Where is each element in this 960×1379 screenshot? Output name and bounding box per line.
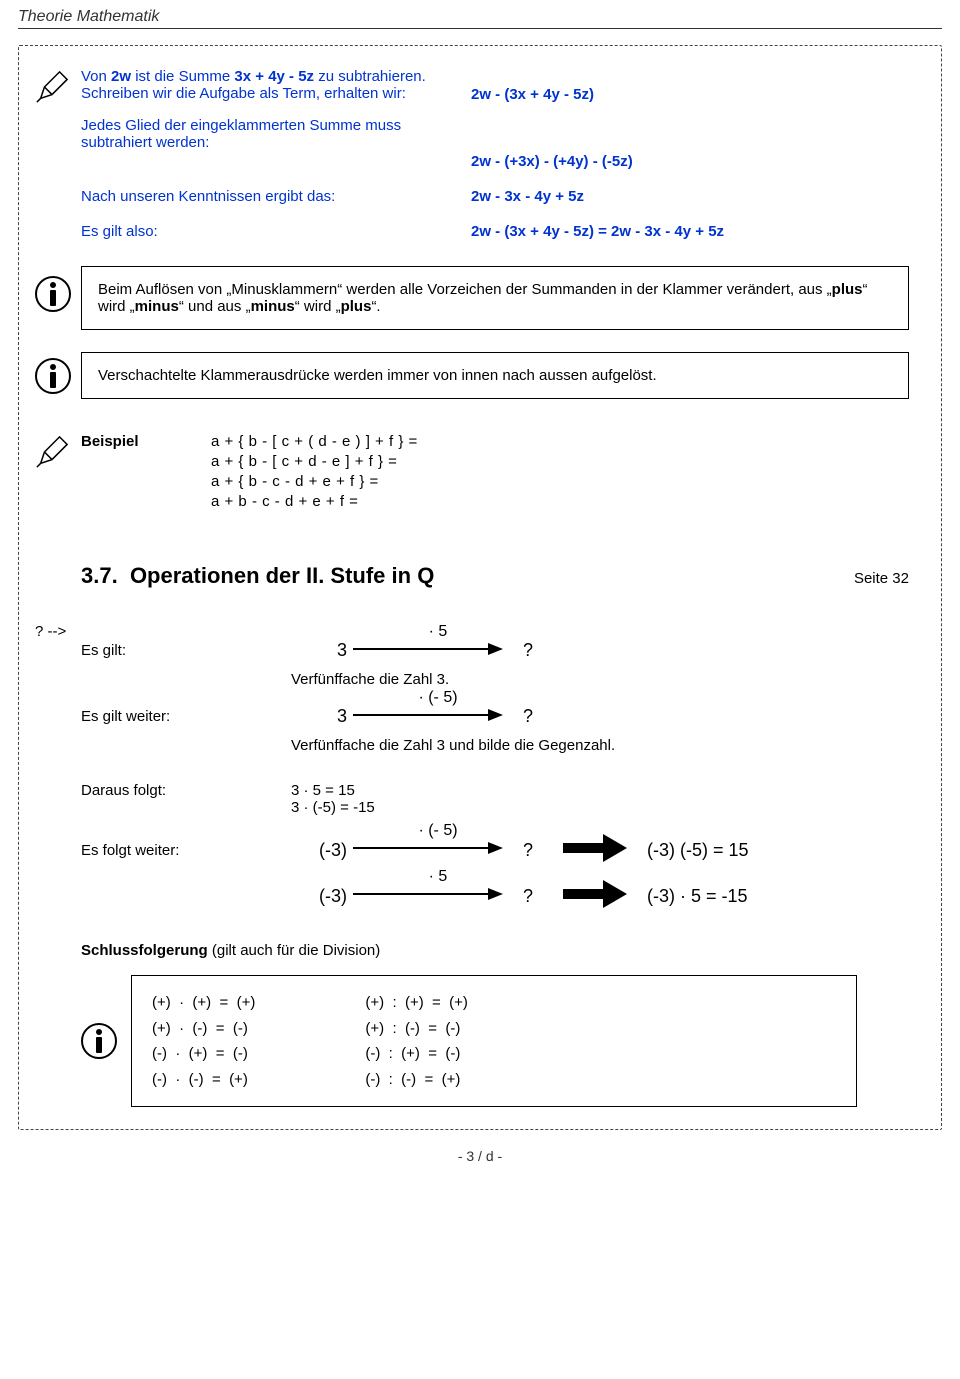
sec-page: Seite 32 (854, 570, 909, 587)
t: ist die Summe (131, 68, 234, 85)
thin-arrow-icon (353, 886, 503, 906)
rule: (+) : (+) = (+) (365, 990, 468, 1016)
schluss-label: Schlussfolgerung (81, 942, 208, 959)
ex-l3: a + { b - c - d + e + f } = (211, 473, 917, 490)
op-row-3: Es folgt weiter: (-3) · (- 5) ? (-3) (-5… (81, 834, 917, 866)
thin-arrow-icon (353, 707, 503, 727)
over: · (- 5) (353, 689, 523, 707)
rule-col-left: (+) · (+) = (+) (+) · (-) = (-) (-) · (+… (152, 990, 255, 1092)
res2: (-3) · 5 = -15 (647, 886, 748, 907)
ex-l2: a + { b - [ c + d - e ] + f } = (211, 453, 917, 470)
lbl: Es gilt: (81, 642, 291, 659)
res1: (-3) (-5) = 15 (647, 840, 749, 861)
rule-col-right: (+) : (+) = (+) (+) : (-) = (-) (-) : (+… (365, 990, 468, 1092)
section-heading: 3.7. Operationen der II. Stufe in Q Seit… (81, 563, 909, 589)
over: · 5 (353, 868, 523, 886)
info-icon (81, 1023, 117, 1059)
page: Theorie Mathematik Von 2w ist die Summe … (0, 0, 960, 1184)
lhs: (-3) (291, 886, 353, 907)
ex-l4: a + b - c - d + e + f = (211, 493, 917, 510)
thin-arrow-icon (353, 840, 503, 860)
line3: Nach unseren Kenntnissen ergibt das: (81, 188, 471, 205)
info-row-2: Verschachtelte Klammerausdrücke werden i… (35, 352, 917, 399)
thin-arrow-icon (353, 641, 503, 661)
q: ? (523, 640, 553, 661)
op-row-2: Es gilt weiter: 3 · (- 5) ? (81, 706, 917, 727)
header-rule (18, 28, 942, 29)
op-row-4: (-3) · 5 ? (-3) · 5 = -15 (81, 880, 917, 912)
lhs: 3 (291, 640, 353, 661)
lbl: Es gilt weiter: (81, 708, 291, 725)
rule: (-) : (+) = (-) (365, 1041, 468, 1067)
rule: (+) · (+) = (+) (152, 990, 255, 1016)
q: ? (523, 840, 553, 861)
rules-row: (+) · (+) = (+) (+) · (-) = (-) (-) · (+… (81, 975, 917, 1107)
thick-arrow-icon (563, 834, 627, 866)
rhs4: 2w - (3x + 4y - 5z) = 2w - 3x - 4y + 5z (471, 223, 724, 240)
schluss: Schlussfolgerung (gilt auch für die Divi… (81, 942, 917, 959)
t: Von (81, 68, 111, 85)
ex-l1: a + { b - [ c + ( d - e ) ] + f } = (211, 433, 917, 450)
q: ? (523, 886, 553, 907)
lbl: Es folgt weiter: (81, 842, 291, 859)
intro-text: Von 2w ist die Summe 3x + 4y - 5z zu sub… (81, 68, 917, 244)
content-frame: Von 2w ist die Summe 3x + 4y - 5z zu sub… (18, 45, 942, 1130)
info-row-1: Beim Auflösen von „Minusklammern“ werden… (35, 266, 917, 330)
rule: (-) · (-) = (+) (152, 1067, 255, 1093)
lhs: (-3) (291, 840, 353, 861)
example-label: Beispiel (81, 433, 211, 513)
over: · 5 (353, 623, 523, 641)
pencil-icon (35, 68, 81, 108)
q: ? (523, 706, 553, 727)
example-row: Beispiel a + { b - [ c + ( d - e ) ] + f… (35, 433, 917, 513)
op-row-1: Es gilt: 3 · 5 ? (81, 640, 917, 661)
t: 3x + 4y - 5z (234, 68, 314, 85)
rhs2: 2w - (+3x) - (+4y) - (-5z) (471, 153, 633, 170)
intro-block: Von 2w ist die Summe 3x + 4y - 5z zu sub… (35, 68, 917, 244)
box1-text: Beim Auflösen von „Minusklammern“ werden… (98, 281, 868, 315)
ver3: Verfünffache die Zahl 3. (291, 671, 917, 688)
rule: (+) : (-) = (-) (365, 1016, 468, 1042)
thick-arrow-icon (563, 880, 627, 912)
doc-header: Theorie Mathematik (18, 8, 942, 26)
schluss-paren: (gilt auch für die Division) (208, 942, 381, 959)
info-icon (35, 358, 71, 394)
pencil-icon (35, 433, 81, 473)
rhs3: 2w - 3x - 4y + 5z (471, 188, 584, 205)
t: 2w (111, 68, 131, 85)
info-icon (35, 276, 71, 312)
rhs1: 2w - (3x + 4y - 5z) (471, 68, 594, 103)
rule: (-) : (-) = (+) (365, 1067, 468, 1093)
sec-num: 3.7. (81, 563, 118, 588)
ver3g: Verfünffache die Zahl 3 und bilde die Ge… (291, 737, 917, 754)
page-footer: - 3 / d - (18, 1148, 942, 1164)
daraus-label: Daraus folgt: (81, 782, 291, 816)
calc2: 3 · (-5) = -15 (291, 799, 375, 816)
rule: (-) · (+) = (-) (152, 1041, 255, 1067)
sec-title: Operationen der II. Stufe in Q (130, 563, 434, 588)
line4: Es gilt also: (81, 223, 471, 240)
calc1: 3 · 5 = 15 (291, 782, 375, 799)
box2-text: Verschachtelte Klammerausdrücke werden i… (81, 352, 909, 399)
rule: (+) · (-) = (-) (152, 1016, 255, 1042)
example-lines: a + { b - [ c + ( d - e ) ] + f } = a + … (211, 433, 917, 513)
lhs: 3 (291, 706, 353, 727)
over: · (- 5) (353, 822, 523, 840)
line2: Jedes Glied der eingeklammerten Summe mu… (81, 117, 471, 151)
